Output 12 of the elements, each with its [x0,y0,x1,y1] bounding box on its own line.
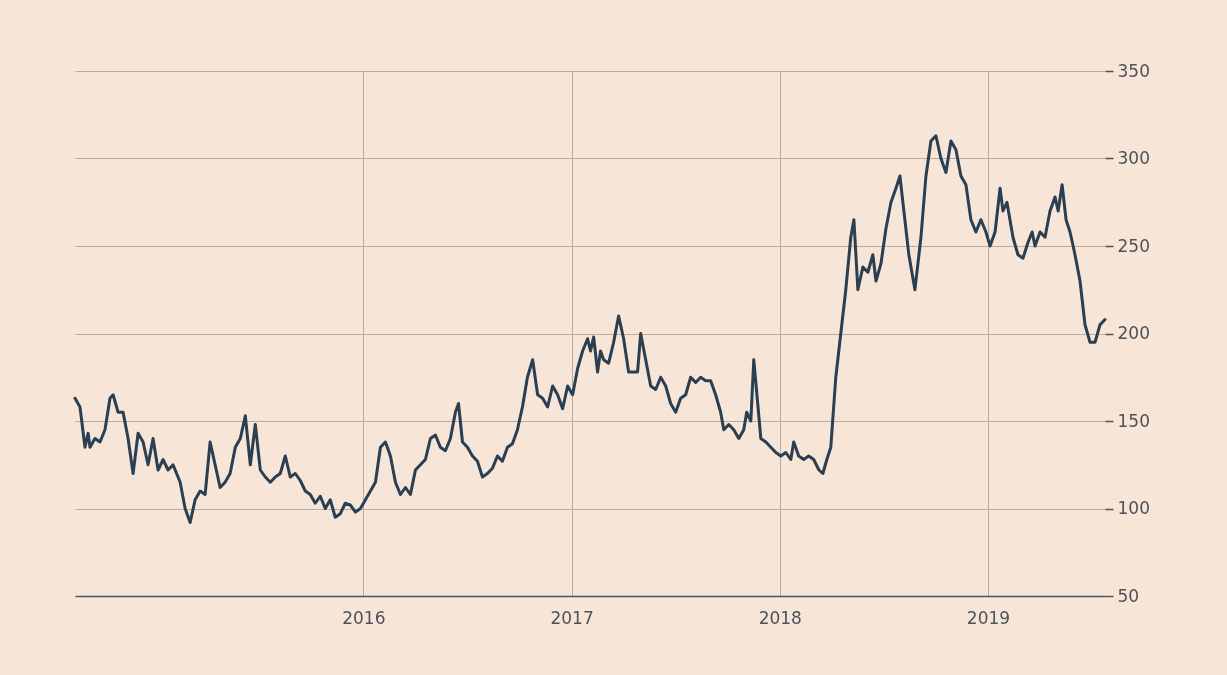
y-tick-label: 100 [1117,498,1150,518]
y-tick-label: 200 [1117,323,1150,343]
x-tick-label: 2017 [550,607,594,628]
x-tick-label: 2016 [342,607,386,628]
y-tick-label: 300 [1117,148,1150,168]
y-tick-label: 50 [1117,585,1140,606]
line-series [73,134,1107,524]
y-tick-label: 350 [1117,60,1150,81]
x-tick-label: 2019 [966,607,1011,628]
x-tick-label: 2018 [758,607,802,628]
y-tick-label: 150 [1117,410,1150,431]
y-tick-label: 250 [1117,235,1150,256]
